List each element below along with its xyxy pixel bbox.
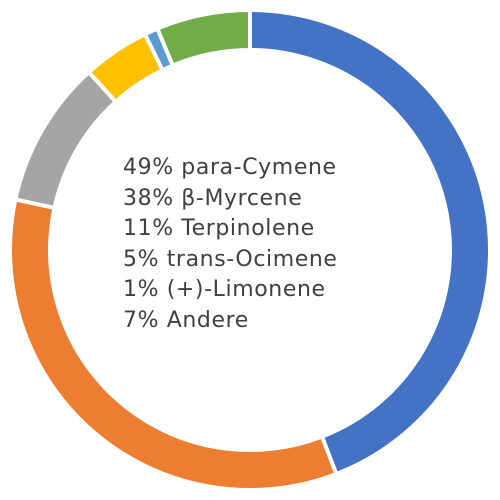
legend-entry-terpinolene: 11% Terpinolene (123, 216, 315, 241)
legend-entry-para-cymene: 49% para-Cymene (123, 155, 337, 180)
legend-entry-andere: 7% Andere (123, 307, 249, 333)
slice-terpinolene (13, 69, 119, 211)
center-legend: 49% para-Cymene 38% β-Myrcene 11% Terpin… (123, 153, 393, 336)
legend-entry-limonene: 1% (+)-Limonene (123, 277, 326, 302)
legend-entry-trans-ocimene: 5% trans-Ocimene (123, 246, 338, 272)
legend-entry-beta-myrcene: 38% β-Myrcene (123, 185, 303, 211)
slice-andere (154, 7, 252, 69)
